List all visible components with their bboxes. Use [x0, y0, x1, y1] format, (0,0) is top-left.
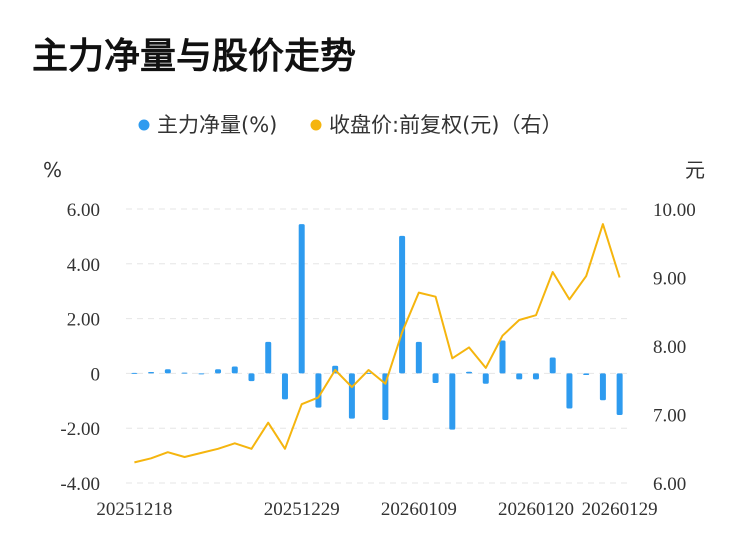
- close-price-line-layer: [134, 223, 621, 464]
- net-volume-bar: [599, 373, 606, 401]
- legend-label-net-volume: 主力净量(%): [157, 113, 277, 137]
- right-axis-ticks: 10.00 9.00 8.00 7.00 6.00: [653, 200, 696, 495]
- left-axis-ticks: 6.00 4.00 2.00 0 -2.00 -4.00: [60, 200, 100, 495]
- left-tick-label: 4.00: [67, 255, 100, 276]
- net-volume-bar: [231, 366, 238, 374]
- net-volume-bar: [399, 235, 406, 374]
- net-volume-bar: [265, 341, 272, 374]
- net-volume-bar: [583, 373, 590, 376]
- chart-title: 主力净量与股价走势: [32, 36, 356, 77]
- left-tick-label: -4.00: [60, 474, 100, 495]
- net-volume-bar: [549, 357, 556, 374]
- right-tick-label: 8.00: [653, 337, 686, 358]
- legend-marker-close-price: [310, 119, 322, 131]
- legend-marker-net-volume: [138, 119, 150, 131]
- net-volume-bar: [148, 372, 155, 374]
- net-volume-bar: [566, 373, 573, 409]
- net-volume-bar: [532, 373, 539, 380]
- net-volume-bar: [164, 369, 171, 374]
- net-volume-bar: [616, 373, 623, 416]
- net-volume-bar: [382, 373, 389, 420]
- net-volume-bar: [466, 371, 473, 374]
- net-volume-bar: [365, 372, 372, 374]
- x-tick-label: 20251218: [96, 499, 172, 520]
- x-tick-label: 20251229: [264, 499, 340, 520]
- net-volume-bar: [281, 373, 288, 400]
- legend: 主力净量(%) 收盘价:前复权(元)（右）: [138, 113, 562, 137]
- net-volume-bar: [131, 372, 138, 374]
- legend-label-close-price: 收盘价:前复权(元)（右）: [329, 113, 562, 137]
- net-volume-bar: [499, 340, 506, 374]
- right-tick-label: 10.00: [653, 200, 696, 221]
- net-volume-bar: [215, 369, 222, 374]
- left-tick-label: -2.00: [60, 419, 100, 440]
- close-price-line: [134, 223, 621, 464]
- left-axis-unit: %: [43, 158, 62, 182]
- net-volume-bar: [315, 373, 322, 408]
- net-volume-bars: [131, 224, 623, 430]
- right-axis-unit: 元: [685, 158, 705, 182]
- net-volume-bar: [198, 373, 205, 375]
- net-volume-bar: [248, 373, 255, 382]
- x-axis-ticks: 20251218 20251229 20260109 20260120 20260129: [96, 499, 657, 520]
- net-volume-bar: [482, 373, 489, 384]
- net-volume-bar: [298, 224, 305, 374]
- right-tick-label: 9.00: [653, 269, 686, 290]
- net-volume-bar: [181, 372, 188, 374]
- net-volume-bar: [449, 373, 456, 430]
- left-tick-label: 2.00: [67, 310, 100, 331]
- x-tick-label: 20260109: [381, 499, 457, 520]
- net-volume-bar: [516, 373, 523, 380]
- left-tick-label: 0: [91, 364, 101, 385]
- x-tick-label: 20260120: [498, 499, 574, 520]
- net-volume-bar: [415, 341, 422, 374]
- right-tick-label: 6.00: [653, 474, 686, 495]
- net-volume-bar: [432, 373, 439, 383]
- right-tick-label: 7.00: [653, 406, 686, 427]
- gridlines: [126, 208, 628, 484]
- x-tick-label: 20260129: [582, 499, 658, 520]
- net-volume-bar: [348, 373, 355, 419]
- left-tick-label: 6.00: [67, 200, 100, 221]
